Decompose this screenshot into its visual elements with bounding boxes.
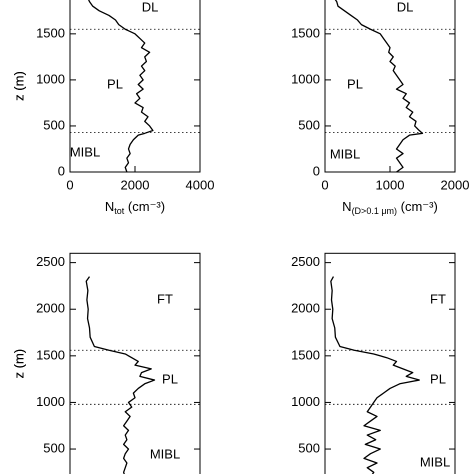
x-tick-label: 0 bbox=[66, 177, 73, 192]
layer-label: PL bbox=[430, 371, 446, 386]
y-tick-label: 1000 bbox=[36, 71, 65, 86]
x-tick-label: 0 bbox=[321, 177, 328, 192]
y-tick-label: 1500 bbox=[291, 25, 320, 40]
profile-line bbox=[88, 0, 154, 173]
x-axis-label: N(D>0.1 μm) (cm⁻³) bbox=[342, 199, 438, 216]
plot-frame bbox=[324, 252, 456, 474]
y-tick-label: 2500 bbox=[36, 254, 65, 269]
y-tick-label: 0 bbox=[58, 163, 65, 178]
layer-label: PL bbox=[107, 76, 123, 91]
x-tick-label: 4000 bbox=[186, 177, 215, 192]
y-tick-label: 500 bbox=[298, 440, 320, 455]
y-tick-label: 2000 bbox=[291, 301, 320, 316]
layer-label: DL bbox=[142, 0, 159, 14]
x-axis-label-unit: (cm⁻³) bbox=[397, 199, 438, 214]
y-axis-label: z (m) bbox=[11, 71, 26, 101]
y-tick-label: 2500 bbox=[291, 254, 320, 269]
y-tick-label: 1500 bbox=[36, 347, 65, 362]
x-axis-label-sub: tot bbox=[114, 206, 125, 216]
layer-label: MIBL bbox=[150, 446, 180, 461]
y-tick-label: 500 bbox=[43, 117, 65, 132]
y-axis-label: z (m) bbox=[11, 71, 26, 101]
x-tick-label: 2000 bbox=[441, 177, 470, 192]
plot-frame bbox=[69, 252, 201, 474]
layer-label: MIBL bbox=[420, 454, 450, 469]
x-tick-label: 1000 bbox=[376, 177, 405, 192]
layer-label: FT bbox=[430, 291, 446, 306]
layer-label: FT bbox=[157, 291, 173, 306]
x-axis-label-sub: (D>0.1 μm) bbox=[352, 206, 397, 216]
y-tick-label: 1000 bbox=[291, 71, 320, 86]
profile-line bbox=[334, 0, 424, 173]
x-axis-label-main: N bbox=[105, 199, 114, 214]
profile-line bbox=[85, 276, 156, 474]
layer-label: DL bbox=[397, 0, 414, 14]
y-tick-label: 1000 bbox=[291, 394, 320, 409]
layer-label: PL bbox=[347, 76, 363, 91]
x-axis-label-unit: (cm⁻³) bbox=[124, 199, 165, 214]
y-axis-label: z (m) bbox=[11, 349, 26, 379]
y-axis-label: z (m) bbox=[11, 349, 26, 379]
y-tick-label: 0 bbox=[313, 163, 320, 178]
x-tick-label: 2000 bbox=[121, 177, 150, 192]
layer-label: MIBL bbox=[70, 144, 100, 159]
layer-label: MIBL bbox=[330, 146, 360, 161]
x-axis-label-main: N bbox=[342, 199, 351, 214]
x-axis-label: Ntot (cm⁻³) bbox=[105, 199, 165, 216]
y-tick-label: 1500 bbox=[36, 25, 65, 40]
y-tick-label: 500 bbox=[43, 440, 65, 455]
y-tick-label: 1000 bbox=[36, 394, 65, 409]
y-tick-label: 500 bbox=[298, 117, 320, 132]
layer-label: PL bbox=[162, 371, 178, 386]
profile-line bbox=[330, 276, 420, 474]
y-tick-label: 2000 bbox=[36, 301, 65, 316]
y-tick-label: 1500 bbox=[291, 347, 320, 362]
